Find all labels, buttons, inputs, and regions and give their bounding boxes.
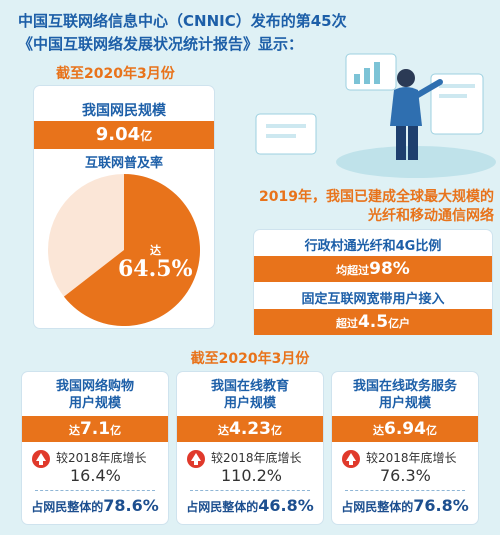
card-value-bar: 达7.1亿 xyxy=(22,416,168,442)
share-label: 占网民整体的 xyxy=(186,500,259,514)
card-value-unit: 亿 xyxy=(270,424,282,437)
person-tech-illustration xyxy=(255,53,496,178)
increase-value: 76.3% xyxy=(380,466,431,485)
header-line-1: 中国互联网络信息中心（CNNIC）发布的第45次 xyxy=(18,12,347,30)
divider xyxy=(190,490,310,491)
divider xyxy=(345,490,465,491)
broadband-users-bar: 超过4.5亿户 xyxy=(254,309,492,335)
card-value-bar: 达4.23亿 xyxy=(177,416,323,442)
broadband-users-value: 4.5 xyxy=(357,312,389,332)
section2-date: 截至2020年3月份 xyxy=(190,351,310,367)
penetration-pie-chart xyxy=(48,174,201,326)
card-title-line-1: 我国网络购物 xyxy=(55,379,134,394)
share-text: 占网民整体的78.6% xyxy=(22,496,168,515)
broadband-users-unit: 亿户 xyxy=(388,317,411,330)
increase-label: 较2018年底增长 xyxy=(211,451,302,465)
penetration-value: 64.5% xyxy=(118,256,193,282)
infrastructure-statement: 2019年，我国已建成全球最大规模的 光纤和移动通信网络 xyxy=(232,188,494,226)
share-value: 78.6% xyxy=(103,496,159,515)
card-value-prefix: 达 xyxy=(68,424,80,437)
broadband-users-title: 固定互联网宽带用户接入 xyxy=(301,292,445,307)
village-coverage-title: 行政村通光纤和4G比例 xyxy=(304,239,442,254)
statement-line-2: 光纤和移动通信网络 xyxy=(368,208,494,224)
share-label: 占网民整体的 xyxy=(341,500,414,514)
share-text: 占网民整体的76.8% xyxy=(332,496,478,515)
card-value-prefix: 达 xyxy=(218,424,230,437)
users-value: 9.04 xyxy=(95,124,141,145)
village-coverage-bar: 均超过98% xyxy=(254,256,492,282)
village-coverage-prefix: 均超过 xyxy=(336,264,370,277)
card-title-line-2: 用户规模 xyxy=(68,396,121,411)
section1-date: 截至2020年3月份 xyxy=(56,66,175,82)
card-value: 6.94 xyxy=(384,419,426,439)
arrow-up-icon xyxy=(342,450,360,468)
users-value-bar: 9.04亿 xyxy=(34,121,214,149)
village-coverage-value: 98% xyxy=(369,259,410,279)
share-text: 占网民整体的46.8% xyxy=(177,496,323,515)
divider xyxy=(35,490,155,491)
card-title-line-1: 我国在线教育 xyxy=(210,379,289,394)
card-value: 7.1 xyxy=(79,419,111,439)
card-title: 我国在线政务服务 用户规模 xyxy=(332,378,478,412)
page-header: 中国互联网络信息中心（CNNIC）发布的第45次 《中国互联网络发展状况统计报告… xyxy=(18,10,438,56)
education-users-card: 我国在线教育 用户规模 达4.23亿 较2018年底增长 110.2% 占网民整… xyxy=(177,372,323,524)
increase-value: 16.4% xyxy=(70,466,121,485)
card-value-unit: 亿 xyxy=(110,424,122,437)
card-title-line-2: 用户规模 xyxy=(223,396,276,411)
card-title-line-2: 用户规模 xyxy=(378,396,431,411)
arrow-up-icon xyxy=(187,450,205,468)
pie-slice-penetration xyxy=(63,174,201,326)
share-value: 76.8% xyxy=(413,496,469,515)
card-value-bar: 达6.94亿 xyxy=(332,416,478,442)
increase-label: 较2018年底增长 xyxy=(366,451,457,465)
card-value-unit: 亿 xyxy=(425,424,437,437)
users-unit: 亿 xyxy=(140,129,153,143)
arrow-up-icon xyxy=(32,450,50,468)
penetration-title: 互联网普及率 xyxy=(84,156,163,171)
penetration-prefix: 达 xyxy=(150,244,161,257)
share-label: 占网民整体的 xyxy=(31,500,104,514)
egov-users-card: 我国在线政务服务 用户规模 达6.94亿 较2018年底增长 76.3% 占网民… xyxy=(332,372,478,524)
statement-line-1: 2019年，我国已建成全球最大规模的 xyxy=(259,189,494,205)
card-title: 我国在线教育 用户规模 xyxy=(177,378,323,412)
increase-label: 较2018年底增长 xyxy=(56,451,147,465)
card-value: 4.23 xyxy=(229,419,271,439)
card-title: 我国网络购物 用户规模 xyxy=(22,378,168,412)
card-title-line-1: 我国在线政务服务 xyxy=(352,379,457,394)
broadband-users-prefix: 超过 xyxy=(335,317,358,330)
share-value: 46.8% xyxy=(258,496,314,515)
card-value-prefix: 达 xyxy=(373,424,385,437)
shopping-users-card: 我国网络购物 用户规模 达7.1亿 较2018年底增长 16.4% 占网民整体的… xyxy=(22,372,168,524)
header-line-2: 《中国互联网络发展状况统计报告》显示： xyxy=(18,35,304,53)
increase-value: 110.2% xyxy=(221,466,283,485)
users-title: 我国网民规模 xyxy=(82,103,166,119)
